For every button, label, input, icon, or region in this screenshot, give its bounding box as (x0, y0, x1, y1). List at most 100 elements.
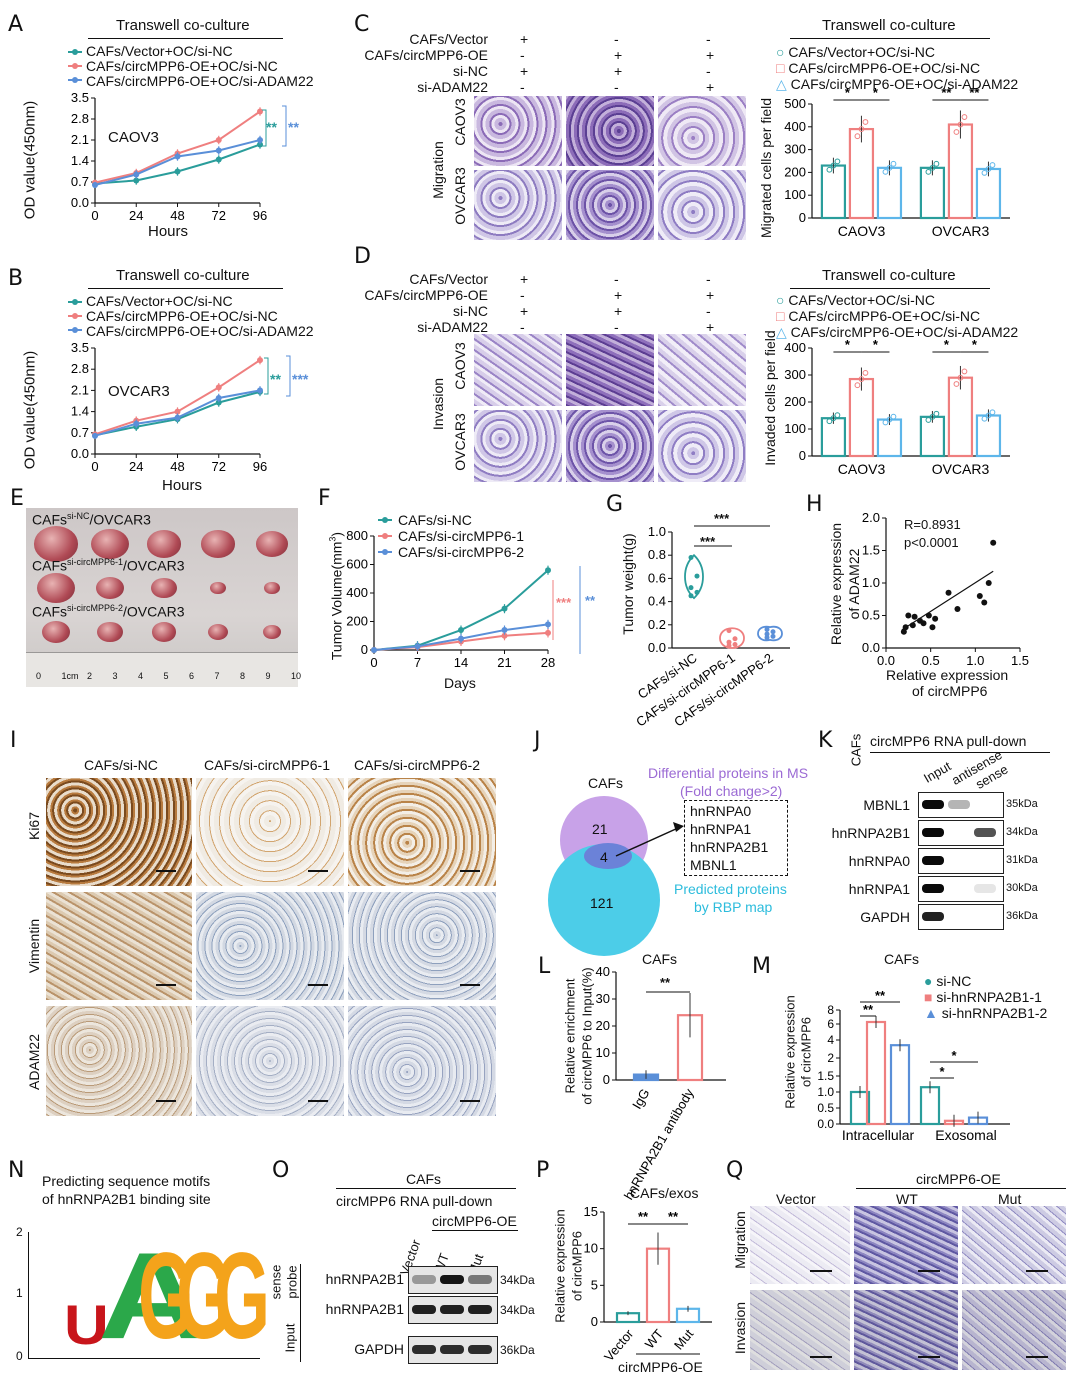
y-tick-label: 1.0 (648, 524, 666, 539)
data-point (770, 633, 776, 639)
panel-f-legend-2: CAFs/si-circMPP6-1 (398, 528, 525, 544)
panel-letter-a: A (8, 12, 24, 37)
ihc-image (196, 892, 344, 1000)
scale-bar (918, 1270, 940, 1272)
panel-f-legend-3: CAFs/si-circMPP6-2 (398, 544, 525, 560)
y-tick-label: 800 (346, 528, 368, 543)
panel-a-sig-1: ** (266, 119, 277, 135)
blot-row-label: hnRNPA1 (848, 881, 910, 897)
data-point (694, 573, 700, 579)
panel-m-ylabel-1: Relative expression (782, 995, 798, 1109)
y-tick-label: 6 (827, 1017, 834, 1031)
data-point (834, 158, 841, 165)
sign: + (520, 303, 529, 319)
y-tick-label: 400 (784, 119, 806, 134)
y-tick-label: 1.0 (817, 1085, 834, 1099)
panel-c-line-2: OVCAR3 (452, 167, 468, 225)
x-tick-label: 1.5 (1011, 653, 1029, 668)
panel-d-line-2: OVCAR3 (452, 413, 468, 471)
micrograph (474, 96, 562, 166)
data-point (858, 126, 865, 132)
data-point (215, 147, 222, 154)
panel-letter-d: D (354, 244, 371, 269)
category-label: IgG (629, 1086, 652, 1112)
panel-c-ylabel: Migrated cells per field (758, 97, 774, 239)
panel-j-ms-1: Differential proteins in MS (648, 765, 809, 781)
data-point (890, 160, 897, 167)
micrograph (658, 410, 746, 482)
ruler-tick-label: 0 (36, 671, 42, 681)
panel-c-side-label: Migration (430, 141, 446, 199)
data-point (215, 399, 222, 406)
panel-j-rbp-1: Predicted proteins (674, 881, 787, 897)
panel-n-title-1: Predicting sequence motifs (42, 1173, 211, 1189)
panel-a-legend-2: CAFs/circMPP6-OE+OC/si-NC (86, 58, 278, 74)
y-tick-label: 5 (591, 1277, 598, 1292)
panel-q-col-2: WT (896, 1191, 918, 1207)
data-point (989, 162, 996, 168)
blot-row-label: hnRNPA2B1 (831, 825, 910, 841)
data-point (726, 643, 732, 649)
micrograph (750, 1290, 850, 1370)
data-point (764, 631, 770, 637)
panel-m-ylabel-2: of circMPP6 (798, 1016, 814, 1088)
panel-letter-i: I (10, 728, 17, 753)
y-tick-label: 1.4 (71, 404, 89, 419)
y-tick-label: 3.5 (71, 90, 89, 105)
x-tick-label: 1.0 (966, 653, 984, 668)
motif-letter-a: A (98, 1226, 206, 1365)
ruler-tick-label: 1cm (61, 671, 79, 681)
tumor (96, 576, 124, 600)
micrograph (962, 1290, 1066, 1370)
y-tick-label: 10 (596, 1045, 610, 1060)
panel-f-ylabel: Tumor Volume(mm3) (327, 531, 345, 661)
panel-d-chart: 0 100 200 300 400 CAOV3 OVCAR3 * * * * (784, 337, 1010, 477)
tumor (263, 624, 281, 640)
sig-label: ** (668, 1209, 679, 1224)
ruler-tick-label: 2 (87, 671, 93, 681)
data-point (933, 410, 940, 417)
data-point (215, 137, 222, 143)
scale-bar (308, 870, 328, 872)
panel-j-top: CAFs (588, 775, 623, 791)
scale-bar (1026, 1270, 1048, 1272)
micrograph (962, 1206, 1066, 1284)
y-tick-label: 0.5 (817, 1101, 834, 1115)
scale-bar (156, 1100, 176, 1102)
micrograph (566, 410, 654, 482)
data-point (905, 612, 912, 619)
x-tick-label: 0 (91, 459, 98, 474)
panel-letter-e: E (10, 486, 24, 511)
blot-band (922, 828, 944, 837)
kda-label: 34kDa (500, 1273, 535, 1287)
sign: + (614, 63, 623, 79)
arrow (615, 822, 684, 857)
panel-c-row-2: CAFs/circMPP6-OE (364, 47, 488, 63)
y-tick-label: 400 (346, 585, 368, 600)
panel-o-side-2: Input (282, 1323, 298, 1353)
data-point (688, 593, 694, 599)
micrograph (854, 1206, 958, 1284)
data-point (458, 627, 464, 634)
panel-letter-p: P (536, 1158, 550, 1183)
panel-e-label-1: CAFssi-NC/OVCAR3 (32, 511, 151, 528)
panel-a-cell-line: CAOV3 (108, 129, 159, 146)
violin (684, 553, 704, 600)
ruler-tick-label: 9 (265, 671, 271, 681)
panel-d-ylabel: Invaded cells per field (762, 330, 778, 466)
scale-bar (918, 1356, 940, 1358)
data-point (862, 369, 869, 376)
legend-marker (72, 49, 78, 55)
panel-i-col-3: CAFs/si-circMPP6-2 (354, 757, 481, 773)
panel-c-row-1: CAFs/Vector (409, 31, 488, 47)
y-tick-label: 3.5 (71, 340, 89, 355)
y-tick-label: 0.0 (648, 640, 666, 655)
panel-c-legend-2: □ CAFs/circMPP6-OE+OC/si-NC (776, 60, 981, 76)
y-tick-label: 600 (346, 557, 368, 572)
data-point (925, 612, 932, 619)
data-point (886, 164, 893, 171)
sig-label: ** (638, 1209, 649, 1224)
panel-q-row-1: Migration (732, 1211, 748, 1269)
blot-band (922, 912, 944, 921)
